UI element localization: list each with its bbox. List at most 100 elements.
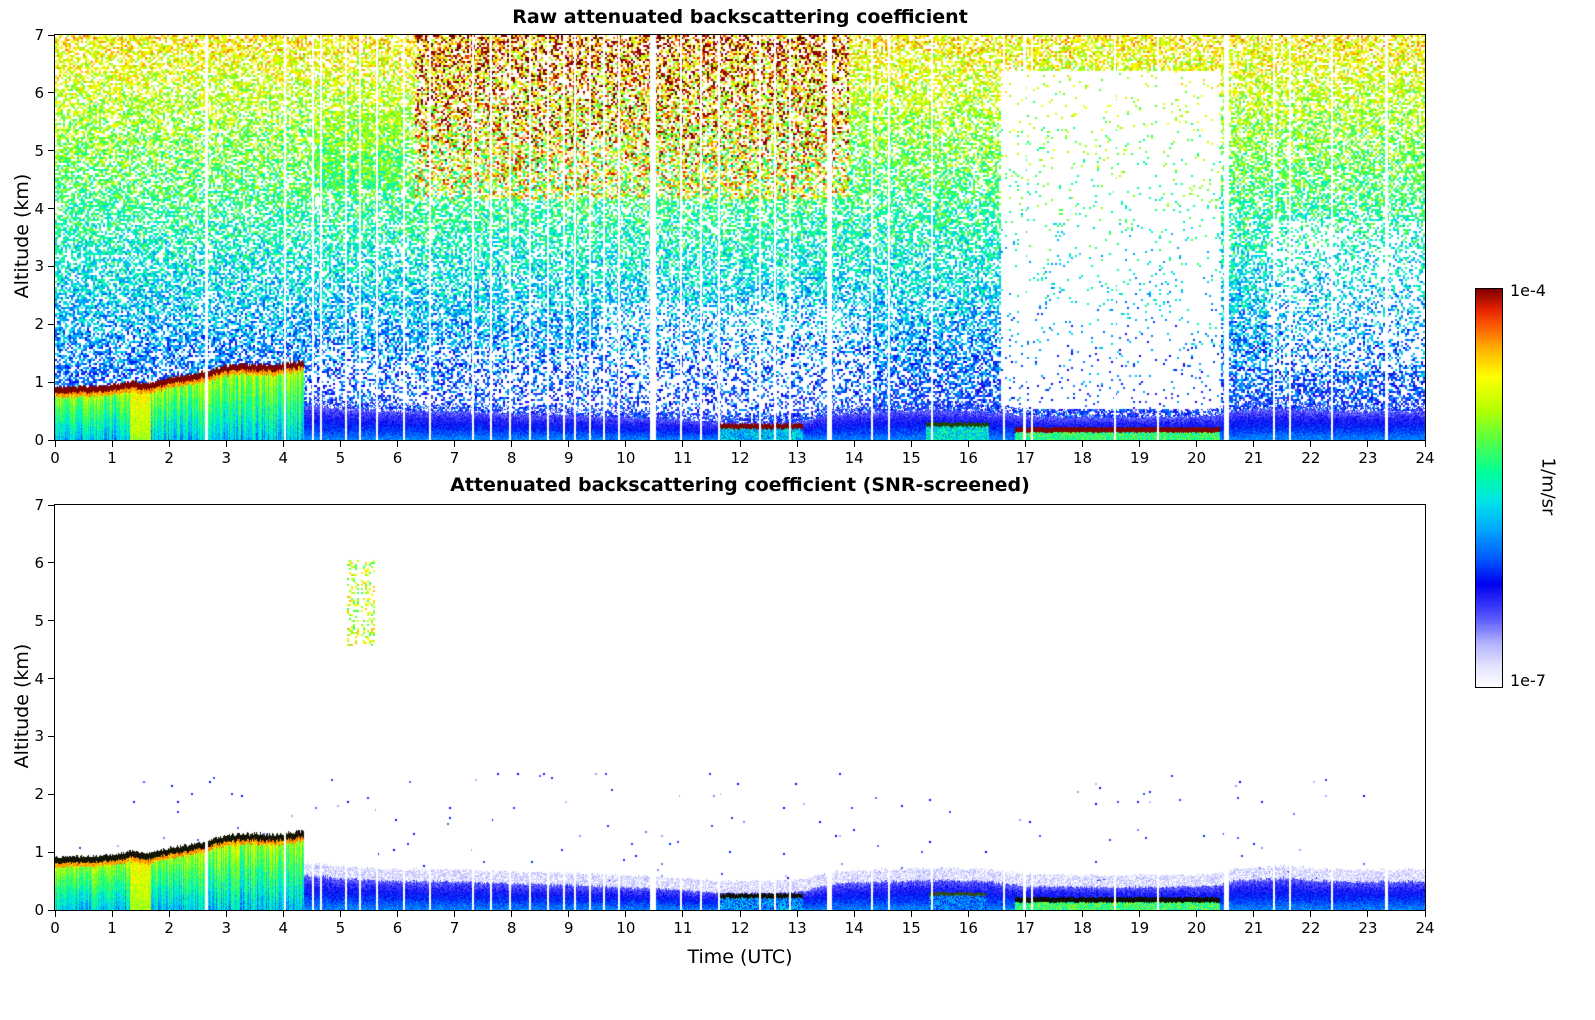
- x-tick-mark: [911, 441, 912, 447]
- x-tick-mark: [1139, 911, 1140, 917]
- y-tick-mark: [48, 35, 54, 36]
- x-tick-label: 17: [1010, 919, 1040, 937]
- x-tick-label: 5: [325, 449, 355, 467]
- x-tick-mark: [1082, 911, 1083, 917]
- x-tick-mark: [340, 911, 341, 917]
- x-tick-mark: [1425, 911, 1426, 917]
- x-tick-label: 5: [325, 919, 355, 937]
- x-tick-mark: [226, 441, 227, 447]
- x-tick-label: 14: [839, 919, 869, 937]
- x-tick-label: 17: [1010, 449, 1040, 467]
- x-tick-label: 10: [611, 919, 641, 937]
- y-tick-mark: [48, 208, 54, 209]
- y-tick-mark: [48, 852, 54, 853]
- x-tick-mark: [1310, 441, 1311, 447]
- y-tick-label: 2: [18, 785, 44, 803]
- x-tick-mark: [797, 441, 798, 447]
- x-tick-mark: [568, 911, 569, 917]
- y-tick-label: 7: [18, 26, 44, 44]
- x-tick-mark: [511, 911, 512, 917]
- x-tick-mark: [169, 911, 170, 917]
- x-tick-label: 16: [953, 919, 983, 937]
- x-tick-label: 19: [1125, 919, 1155, 937]
- x-tick-mark: [454, 911, 455, 917]
- screened-backscatter-heatmap: [54, 504, 1426, 911]
- x-tick-mark: [854, 911, 855, 917]
- x-tick-label: 8: [497, 449, 527, 467]
- x-tick-mark: [968, 911, 969, 917]
- y-tick-label: 6: [18, 84, 44, 102]
- y-axis-label-bottom: Altitude (km): [11, 556, 33, 856]
- x-tick-label: 19: [1125, 449, 1155, 467]
- colorbar: [1475, 288, 1503, 688]
- x-tick-mark: [1025, 911, 1026, 917]
- x-tick-mark: [1310, 911, 1311, 917]
- backscatter-figure: Raw attenuated backscattering coefficien…: [0, 0, 1595, 1020]
- x-tick-label: 20: [1182, 449, 1212, 467]
- x-tick-mark: [625, 911, 626, 917]
- y-tick-label: 7: [18, 496, 44, 514]
- x-tick-label: 14: [839, 449, 869, 467]
- y-tick-mark: [48, 562, 54, 563]
- x-tick-label: 7: [440, 449, 470, 467]
- x-tick-label: 7: [440, 919, 470, 937]
- x-tick-mark: [169, 441, 170, 447]
- x-tick-label: 8: [497, 919, 527, 937]
- x-tick-mark: [740, 441, 741, 447]
- x-tick-mark: [340, 441, 341, 447]
- x-tick-label: 15: [896, 919, 926, 937]
- x-tick-label: 11: [668, 449, 698, 467]
- x-tick-mark: [1082, 441, 1083, 447]
- raw-backscatter-heatmap: [54, 34, 1426, 441]
- x-tick-label: 13: [782, 449, 812, 467]
- x-tick-mark: [283, 911, 284, 917]
- x-tick-mark: [1139, 441, 1140, 447]
- x-tick-mark: [797, 911, 798, 917]
- x-tick-mark: [854, 441, 855, 447]
- x-tick-mark: [682, 441, 683, 447]
- y-tick-label: 6: [18, 554, 44, 572]
- y-tick-mark: [48, 382, 54, 383]
- y-tick-label: 4: [18, 670, 44, 688]
- x-tick-mark: [1367, 911, 1368, 917]
- y-tick-label: 2: [18, 315, 44, 333]
- x-tick-label: 24: [1410, 449, 1440, 467]
- x-tick-label: 22: [1296, 919, 1326, 937]
- x-axis-label: Time (UTC): [55, 946, 1425, 968]
- x-tick-mark: [1196, 911, 1197, 917]
- x-tick-label: 6: [383, 919, 413, 937]
- x-tick-label: 23: [1353, 919, 1383, 937]
- y-tick-mark: [48, 150, 54, 151]
- y-tick-label: 1: [18, 843, 44, 861]
- x-tick-mark: [1367, 441, 1368, 447]
- colorbar-max-label: 1e-4: [1510, 281, 1546, 300]
- x-tick-label: 1: [97, 449, 127, 467]
- y-tick-mark: [48, 678, 54, 679]
- x-tick-mark: [1025, 441, 1026, 447]
- x-tick-mark: [226, 911, 227, 917]
- y-tick-mark: [48, 266, 54, 267]
- y-tick-mark: [48, 736, 54, 737]
- x-tick-label: 22: [1296, 449, 1326, 467]
- y-tick-mark: [48, 324, 54, 325]
- x-tick-label: 2: [154, 919, 184, 937]
- x-tick-mark: [397, 441, 398, 447]
- x-tick-label: 12: [725, 449, 755, 467]
- y-tick-label: 1: [18, 373, 44, 391]
- x-tick-mark: [911, 911, 912, 917]
- x-tick-mark: [740, 911, 741, 917]
- x-tick-mark: [968, 441, 969, 447]
- x-tick-label: 20: [1182, 919, 1212, 937]
- bottom-panel-title: Attenuated backscattering coefficient (S…: [55, 474, 1425, 496]
- y-tick-mark: [48, 440, 54, 441]
- y-tick-label: 0: [18, 431, 44, 449]
- x-tick-mark: [283, 441, 284, 447]
- x-tick-mark: [1253, 441, 1254, 447]
- y-tick-label: 3: [18, 727, 44, 745]
- x-tick-mark: [55, 441, 56, 447]
- x-tick-mark: [511, 441, 512, 447]
- x-tick-mark: [112, 911, 113, 917]
- x-tick-label: 10: [611, 449, 641, 467]
- x-tick-mark: [1425, 441, 1426, 447]
- x-tick-label: 9: [554, 449, 584, 467]
